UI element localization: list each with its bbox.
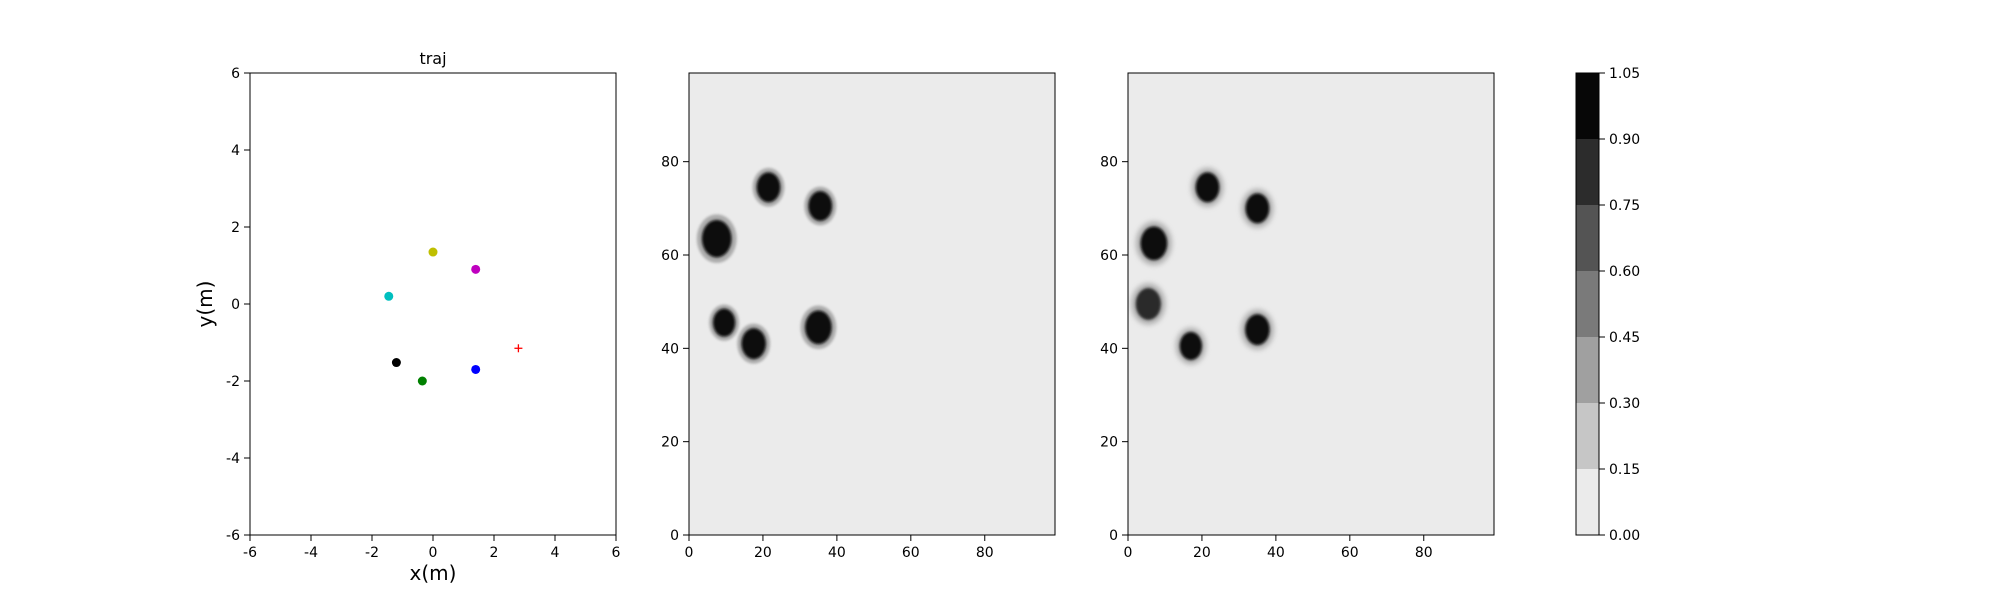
heatmap-blob (1175, 327, 1206, 365)
heatmap-blob (709, 304, 740, 341)
x-axis-ticks: 0 20 40 60 80 (1124, 535, 1433, 561)
x-tick-label: 2 (490, 545, 499, 561)
x-tick-label: 4 (551, 545, 560, 561)
colorbar-tick-label: 0.30 (1609, 396, 1640, 412)
scatter-point (384, 291, 394, 301)
scatter-point (471, 364, 481, 374)
colorbar: 0.00 0.15 0.30 0.45 0.60 0.75 0.90 1.05 (1575, 66, 1640, 544)
colorbar-tick-label: 0.75 (1609, 198, 1640, 214)
occupancy-map-panel-1: 0 20 40 60 80 0 20 40 60 80 (661, 72, 1056, 561)
heatmap-blob (804, 186, 837, 226)
x-tick-label: 60 (1341, 545, 1359, 561)
y-tick-label: 20 (1100, 435, 1118, 451)
heatmap-blob (737, 323, 771, 364)
colorbar-band (1576, 139, 1599, 205)
heatmap-blobs (1131, 167, 1274, 365)
colorbar-bands (1576, 73, 1599, 535)
x-tick-label: -2 (365, 545, 379, 561)
heatmap-blob (752, 167, 785, 207)
y-axis-ticks: 0 20 40 60 80 (661, 155, 689, 544)
colorbar-tick-label: 0.60 (1609, 264, 1640, 280)
y-tick-label: 60 (661, 248, 679, 264)
colorbar-band (1576, 205, 1599, 271)
x-tick-label: 0 (1124, 545, 1133, 561)
colorbar-band (1576, 469, 1599, 535)
x-tick-label: 40 (1267, 545, 1285, 561)
traj-scatter-panel: traj -6 -4 -2 0 2 4 6 -6 -4 -2 0 2 4 6 x(m) y(m) (193, 49, 621, 585)
y-tick-label: 40 (1100, 341, 1118, 357)
y-axis-ticks: 0 20 40 60 80 (1100, 155, 1128, 544)
scatter-point (391, 358, 401, 368)
y-tick-label: -6 (226, 528, 240, 544)
plot-frame (249, 72, 617, 536)
x-tick-label: -6 (243, 545, 257, 561)
y-tick-label: 80 (661, 155, 679, 171)
colorbar-tick-label: 1.05 (1609, 66, 1640, 82)
y-tick-label: 60 (1100, 248, 1118, 264)
x-tick-label: -4 (304, 545, 318, 561)
y-tick-label: 0 (1109, 528, 1118, 544)
x-tick-label: 20 (754, 545, 772, 561)
y-tick-label: 2 (231, 220, 240, 236)
x-tick-label: 40 (828, 545, 846, 561)
y-tick-label: 0 (231, 297, 240, 313)
y-tick-label: 20 (661, 435, 679, 451)
x-tick-label: 6 (612, 545, 621, 561)
y-tick-label: 4 (231, 143, 240, 159)
plot-frame (1127, 72, 1495, 536)
x-axis-ticks: -6 -4 -2 0 2 4 6 (243, 535, 621, 561)
scatter-point (417, 376, 427, 386)
heatmap-background (1128, 73, 1494, 535)
colorbar-ticks: 0.00 0.15 0.30 0.45 0.60 0.75 0.90 1.05 (1599, 66, 1640, 544)
plot-frame (688, 72, 1056, 536)
y-tick-label: 40 (661, 341, 679, 357)
heatmap-background (689, 73, 1055, 535)
heatmap-blob (1240, 309, 1274, 350)
chart-title: traj (419, 49, 446, 68)
x-tick-label: 60 (902, 545, 920, 561)
x-axis-ticks: 0 20 40 60 80 (685, 535, 994, 561)
heatmap-blob (1135, 221, 1172, 266)
y-tick-label: -4 (226, 451, 240, 467)
scatter-point (471, 264, 481, 274)
x-tick-label: 0 (685, 545, 694, 561)
colorbar-tick-label: 0.15 (1609, 462, 1640, 478)
y-tick-label: 0 (670, 528, 679, 544)
scatter-point (428, 247, 438, 257)
colorbar-tick-label: 0.45 (1609, 330, 1640, 346)
scatter-point-goal (514, 344, 523, 353)
heatmap-blob (1191, 167, 1224, 207)
colorbar-band (1576, 337, 1599, 403)
heatmap-blob (1241, 188, 1274, 228)
scatter-marks (384, 247, 523, 386)
y-axis-ticks: -6 -4 -2 0 2 4 6 (226, 66, 250, 544)
heatmap-blobs (696, 167, 837, 364)
colorbar-tick-label: 0.90 (1609, 132, 1640, 148)
x-tick-label: 20 (1193, 545, 1211, 561)
colorbar-band (1576, 403, 1599, 469)
heatmap-blob (696, 214, 737, 263)
x-tick-label: 80 (976, 545, 994, 561)
colorbar-band (1576, 271, 1599, 337)
colorbar-frame (1575, 72, 1600, 536)
y-tick-label: 80 (1100, 155, 1118, 171)
heatmap-blob (1131, 283, 1166, 325)
y-tick-label: 6 (231, 66, 240, 82)
colorbar-band (1576, 73, 1599, 139)
x-tick-label: 0 (429, 545, 438, 561)
x-axis-label: x(m) (410, 561, 457, 585)
y-tick-label: -2 (226, 374, 240, 390)
colorbar-tick-label: 0.00 (1609, 528, 1640, 544)
heatmap-blob (800, 305, 837, 350)
x-tick-label: 80 (1415, 545, 1433, 561)
y-axis-label: y(m) (193, 281, 217, 328)
occupancy-map-panel-2: 0 20 40 60 80 0 20 40 60 80 (1100, 72, 1495, 561)
